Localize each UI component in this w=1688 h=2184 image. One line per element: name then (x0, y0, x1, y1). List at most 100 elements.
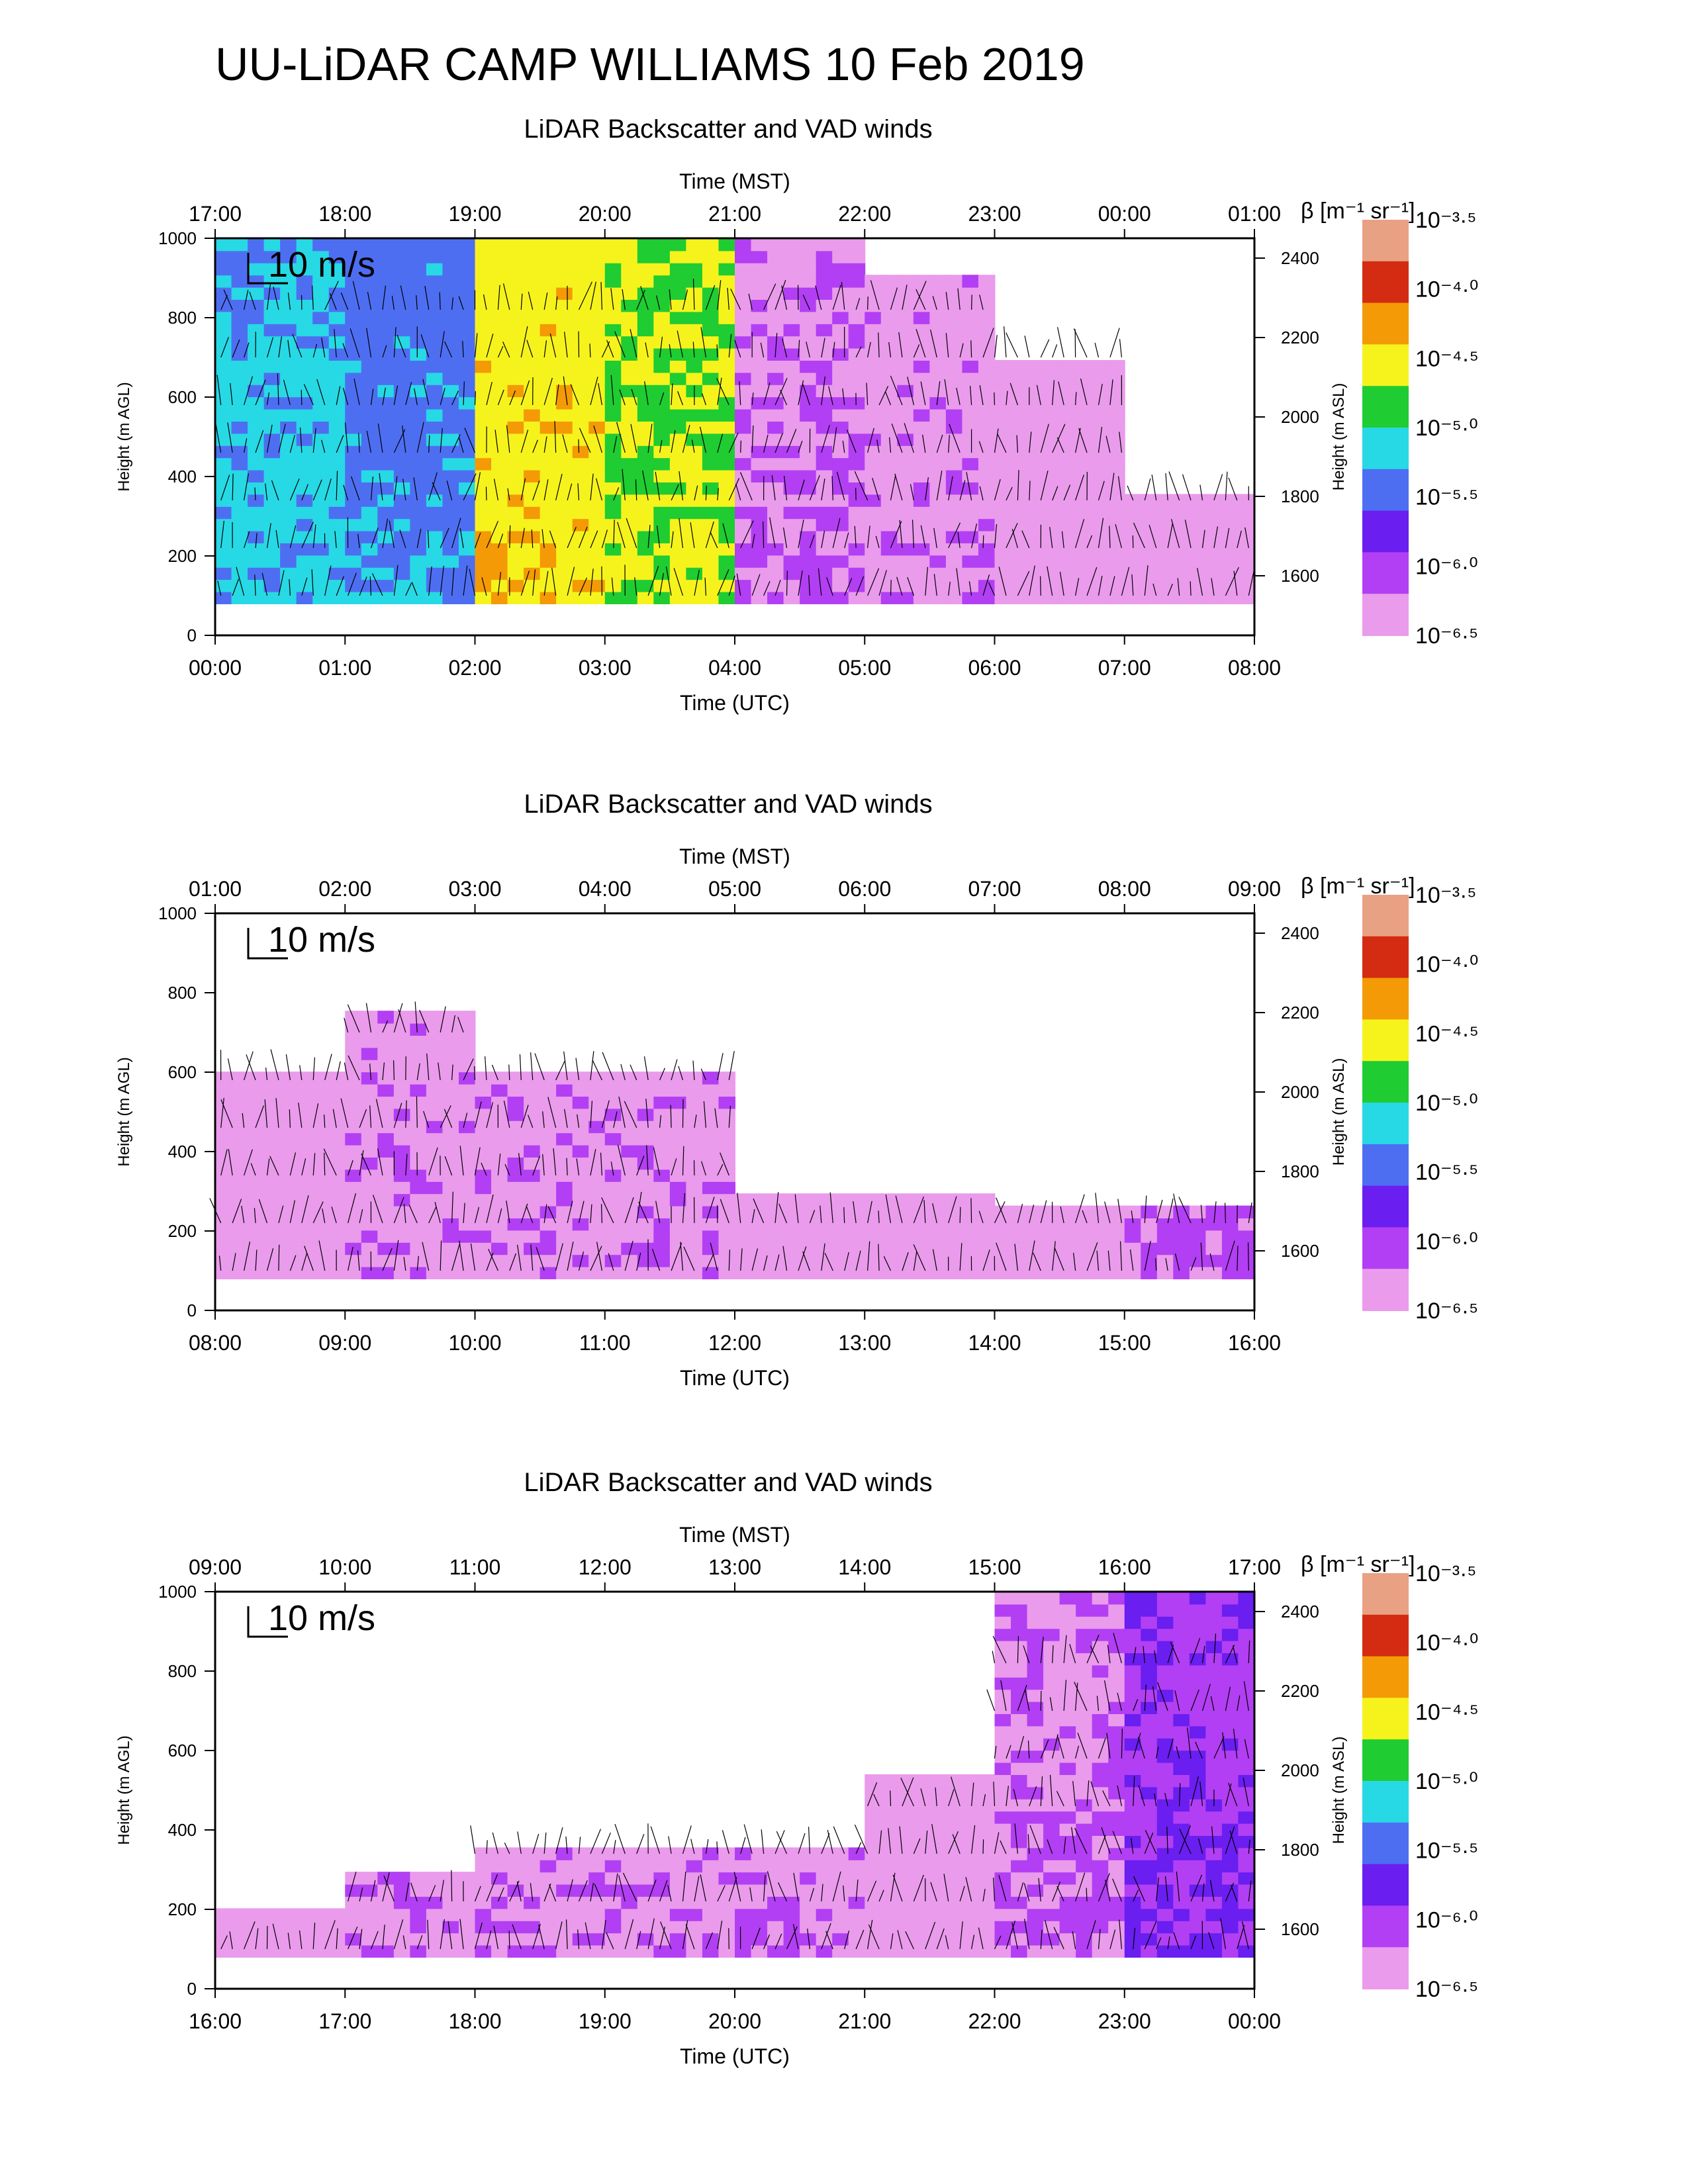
wind-arrow (220, 1149, 228, 1176)
heatmap-cell (783, 469, 801, 482)
heatmap-cell (913, 1859, 931, 1873)
heatmap-cell (572, 262, 590, 276)
heatmap-cell (816, 275, 833, 288)
heatmap-cell (1238, 1774, 1255, 1788)
heatmap-cell (1141, 1218, 1158, 1231)
heatmap-cell (945, 543, 963, 556)
heatmap-cell (1238, 1896, 1255, 1909)
heatmap-cell (280, 1242, 297, 1255)
heatmap-cell (832, 275, 849, 288)
heatmap-cell (767, 494, 784, 507)
heatmap-cell (751, 567, 769, 580)
heatmap-cell (929, 299, 947, 312)
heatmap-cell (410, 1035, 427, 1048)
heatmap-cell (1124, 1266, 1142, 1279)
heatmap-cell (962, 275, 979, 288)
wind-arrow (626, 518, 637, 549)
wind-arrow (610, 375, 614, 406)
heatmap-cell (637, 543, 655, 556)
wind-arrow (645, 342, 649, 358)
heatmap-cell (1173, 567, 1190, 580)
heatmap-cell (1011, 1615, 1028, 1629)
heatmap-cell (1205, 1884, 1223, 1897)
heatmap-cell (458, 1047, 476, 1060)
heatmap-cell (361, 1266, 379, 1279)
wind-arrow (1056, 437, 1064, 453)
heatmap-cell (1189, 494, 1207, 507)
heatmap-cell (1124, 567, 1142, 580)
heatmap-cell (1027, 1835, 1045, 1848)
wind-arrow (1056, 327, 1064, 358)
heatmap-cell (913, 275, 931, 288)
heatmap-cell (393, 543, 411, 556)
wind-arrow (459, 437, 464, 453)
wind-arrow (414, 388, 418, 406)
heatmap-cell (653, 1944, 671, 1958)
wind-arrow (215, 423, 222, 453)
heatmap-cell (1092, 567, 1109, 580)
heatmap-cell (718, 543, 735, 556)
heatmap-cell (1141, 1786, 1158, 1799)
heatmap-cell (556, 1181, 573, 1195)
wind-arrow (1095, 1193, 1100, 1224)
heatmap-cell (280, 494, 297, 507)
heatmap-cell (1189, 1847, 1207, 1860)
heatmap-cell (312, 1205, 330, 1218)
heatmap-cell (751, 250, 769, 263)
heatmap-cell (507, 1859, 525, 1873)
heatmap-cell (361, 1035, 379, 1048)
heatmap-cell (377, 445, 395, 459)
colorbar-tick-label: 10⁻³·⁵ (1415, 883, 1477, 908)
wind-arrow (1248, 1202, 1252, 1224)
heatmap-cell (1156, 1701, 1174, 1714)
colorbar-segment (1362, 261, 1409, 304)
heatmap-cell (637, 250, 655, 263)
heatmap-cell (669, 1908, 687, 1921)
wind-arrow (833, 1826, 845, 1854)
heatmap-cell (475, 384, 492, 398)
heatmap-cell (1221, 1266, 1239, 1279)
heatmap-cell (426, 469, 444, 482)
heatmap-cell (1141, 1944, 1158, 1958)
wind-arrow (393, 1919, 404, 1950)
heatmap-cell (1221, 1786, 1239, 1799)
heatmap-cell (1124, 518, 1142, 531)
heatmap-cell (718, 457, 735, 471)
wind-arrow (434, 1202, 441, 1224)
heatmap-cell (783, 250, 801, 263)
heatmap-cell (312, 408, 330, 422)
heatmap-cell (361, 457, 379, 471)
x-tick-label-top: 07:00 (968, 877, 1021, 901)
heatmap-cell (393, 445, 411, 459)
heatmap-cell (1221, 494, 1239, 507)
heatmap-cell (539, 1108, 557, 1121)
colorbar-segment (1362, 1144, 1409, 1187)
heatmap-cell (231, 518, 249, 531)
heatmap-cell (1092, 421, 1109, 434)
heatmap-cell (458, 506, 476, 520)
heatmap-cell (377, 1169, 395, 1182)
wind-arrow (542, 1111, 545, 1128)
heatmap-cell (248, 1144, 265, 1158)
colorbar-segment (1362, 1185, 1409, 1228)
heatmap-cell (832, 372, 849, 385)
heatmap-cell (718, 1933, 735, 1946)
heatmap-cell (556, 408, 573, 422)
heatmap-cell (377, 408, 395, 422)
heatmap-cell (637, 433, 655, 446)
colorbar-tick-label: 10⁻⁵·⁰ (1415, 416, 1478, 441)
heatmap-cell (361, 250, 379, 263)
heatmap-cell (702, 1181, 720, 1195)
heatmap-cell (231, 445, 249, 459)
heatmap-cell (491, 1933, 508, 1946)
heatmap-cell (800, 567, 817, 580)
heatmap-cell (735, 238, 752, 251)
heatmap-cell (1076, 494, 1093, 507)
heatmap-cell (1027, 1205, 1045, 1218)
heatmap-cell (945, 1872, 963, 1885)
heatmap-cell (735, 555, 752, 568)
heatmap-cell (913, 1872, 931, 1885)
colorbar-tick-label: 10⁻⁶·⁵ (1415, 623, 1478, 649)
heatmap-cell (994, 1920, 1012, 1934)
wind-arrow (270, 1049, 279, 1081)
